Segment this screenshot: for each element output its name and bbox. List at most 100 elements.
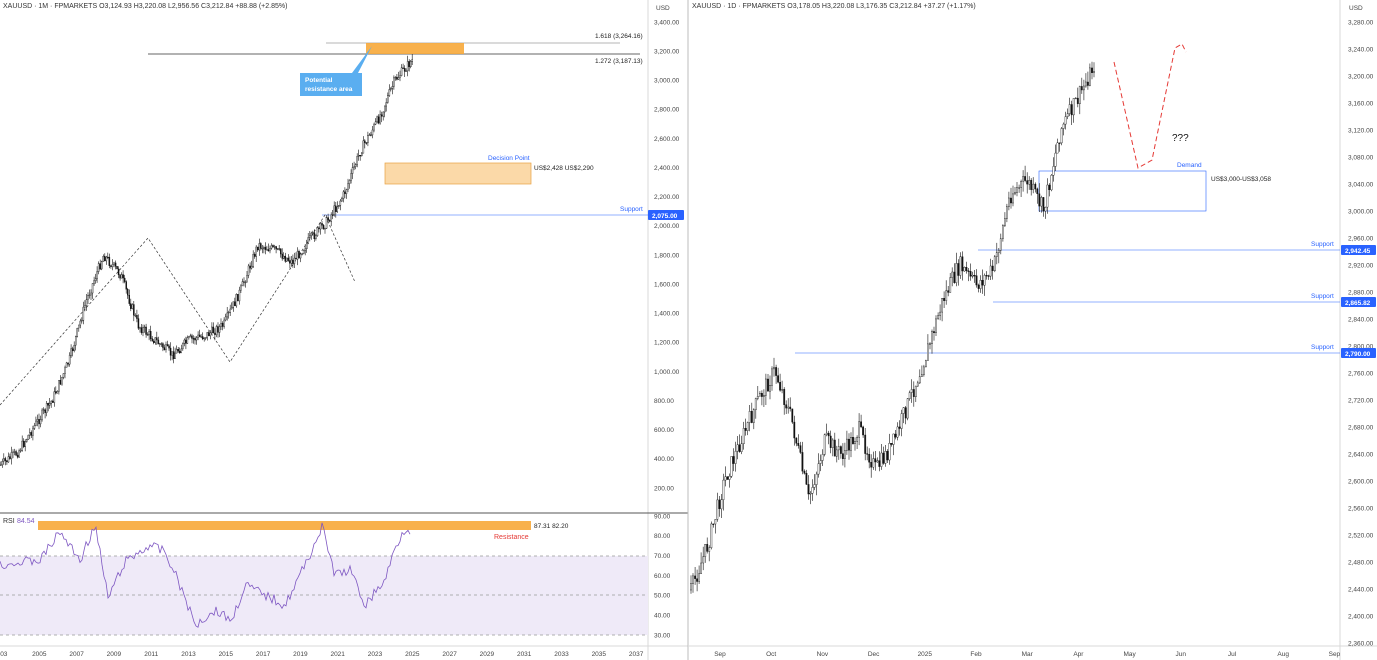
right-candle-body	[1006, 206, 1008, 219]
right-candle-body	[961, 256, 964, 272]
right-candle-body	[991, 265, 994, 272]
left-rsi-tick-6: 30.00	[654, 632, 671, 639]
right-candle-body	[890, 443, 893, 445]
right-candle-body	[882, 452, 885, 464]
left-candle-body	[94, 278, 97, 281]
left-candle-body	[246, 275, 248, 283]
right-axis-unit: USD	[1349, 5, 1363, 12]
left-candle-body	[299, 253, 302, 259]
left-rsi-axis: 90.00 80.00 70.00 60.00 50.00 40.00 30.00	[654, 513, 671, 639]
left-candle-body	[348, 180, 351, 184]
left-candle-body	[336, 206, 339, 212]
right-candle-body	[997, 249, 1000, 253]
right-candle-body	[720, 499, 723, 510]
left-candle-body	[339, 200, 342, 206]
right-candle-body	[829, 435, 832, 449]
right-candle-body	[712, 523, 715, 525]
left-candle-body	[73, 345, 75, 352]
left-candle-body	[266, 249, 268, 251]
left-candle-body	[399, 75, 401, 78]
left-candle-body	[96, 271, 98, 279]
right-candle-body	[957, 263, 960, 276]
left-candle-body	[410, 61, 412, 68]
left-time-tick-1: 2005	[32, 651, 47, 658]
right-candle-body	[967, 270, 970, 272]
right-candle-body	[1010, 197, 1012, 204]
left-candle-body	[126, 289, 129, 296]
support-label-1: Support	[1311, 241, 1334, 248]
right-candle-body	[1091, 67, 1093, 74]
right-candle-body	[706, 544, 709, 552]
left-time-tick-9: 2021	[330, 651, 345, 658]
left-candle-body	[30, 432, 33, 436]
left-candle-body	[99, 263, 101, 270]
left-candle-body	[240, 285, 242, 291]
left-candle-body	[253, 254, 256, 257]
left-time-tick-17: 2037	[629, 651, 644, 658]
right-candle-body	[716, 499, 719, 520]
left-candle-body	[145, 326, 147, 335]
left-candle-body	[137, 318, 140, 329]
left-candle-body	[350, 173, 352, 181]
left-candle-body	[284, 255, 287, 262]
left-candle-body	[307, 237, 310, 244]
left-candle-body	[351, 167, 354, 174]
left-candle-body	[342, 191, 345, 199]
left-price-tick-1: 3,200.00	[654, 48, 680, 55]
right-candle-body	[910, 389, 913, 393]
left-candle-body	[0, 464, 2, 466]
right-candle-body	[876, 460, 879, 463]
left-price-tick-5: 2,400.00	[654, 165, 680, 172]
left-candle-body	[396, 76, 398, 80]
right-candle-body	[1074, 97, 1077, 100]
right-candle-body	[831, 439, 834, 449]
right-price-tick-20: 2,480.00	[1348, 559, 1374, 566]
left-candle-body	[1, 461, 4, 466]
left-candle-body	[272, 245, 274, 247]
right-candle-body	[1072, 98, 1075, 116]
support-tag-text-3: 2,790.00	[1345, 351, 1371, 358]
right-time-tick-12: Sep	[1329, 651, 1341, 658]
left-candle-body	[397, 77, 400, 80]
right-candle-body	[765, 378, 767, 396]
right-candle-body	[856, 437, 859, 442]
left-candle-body	[128, 295, 130, 304]
left-candle-body	[152, 340, 155, 343]
left-candle-body	[252, 254, 254, 267]
right-time-tick-1: Oct	[766, 651, 776, 658]
right-candle-body	[904, 407, 907, 419]
support-tag-1	[1341, 245, 1376, 255]
right-candle-body	[777, 375, 780, 383]
right-candle-body	[732, 456, 735, 464]
left-candle-body	[3, 458, 5, 462]
left-price-tick-12: 1,000.00	[654, 369, 680, 376]
left-candle-body	[341, 198, 343, 202]
left-candle-body	[165, 344, 167, 351]
left-candle-body	[142, 327, 144, 333]
right-candle-body	[811, 487, 814, 494]
left-candle-body	[370, 134, 372, 136]
right-candle-body	[779, 382, 782, 391]
left-candle-body	[32, 428, 34, 436]
left-candle-body	[204, 337, 207, 339]
left-candle-body	[281, 253, 284, 259]
right-time-tick-11: Aug	[1277, 651, 1289, 658]
support-tag-2	[1341, 297, 1376, 307]
left-rsi-tick-3: 60.00	[654, 573, 671, 580]
demand-label: Demand	[1177, 162, 1202, 169]
left-candle-body	[221, 323, 224, 327]
left-time-tick-6: 2015	[219, 651, 234, 658]
left-candle-body	[393, 77, 395, 87]
left-candle-body	[347, 183, 349, 190]
left-candle-body	[21, 440, 23, 451]
right-candle-body	[1088, 67, 1091, 86]
left-price-tick-2: 3,000.00	[654, 78, 680, 85]
left-candle-body	[140, 327, 143, 333]
right-candle-body	[864, 434, 867, 454]
right-candle-body	[886, 451, 889, 461]
right-candle-body	[933, 331, 935, 333]
right-candle-body	[718, 499, 721, 509]
left-candle-body	[322, 225, 325, 230]
left-candle-body	[55, 391, 57, 394]
left-time-tick-16: 2035	[592, 651, 607, 658]
